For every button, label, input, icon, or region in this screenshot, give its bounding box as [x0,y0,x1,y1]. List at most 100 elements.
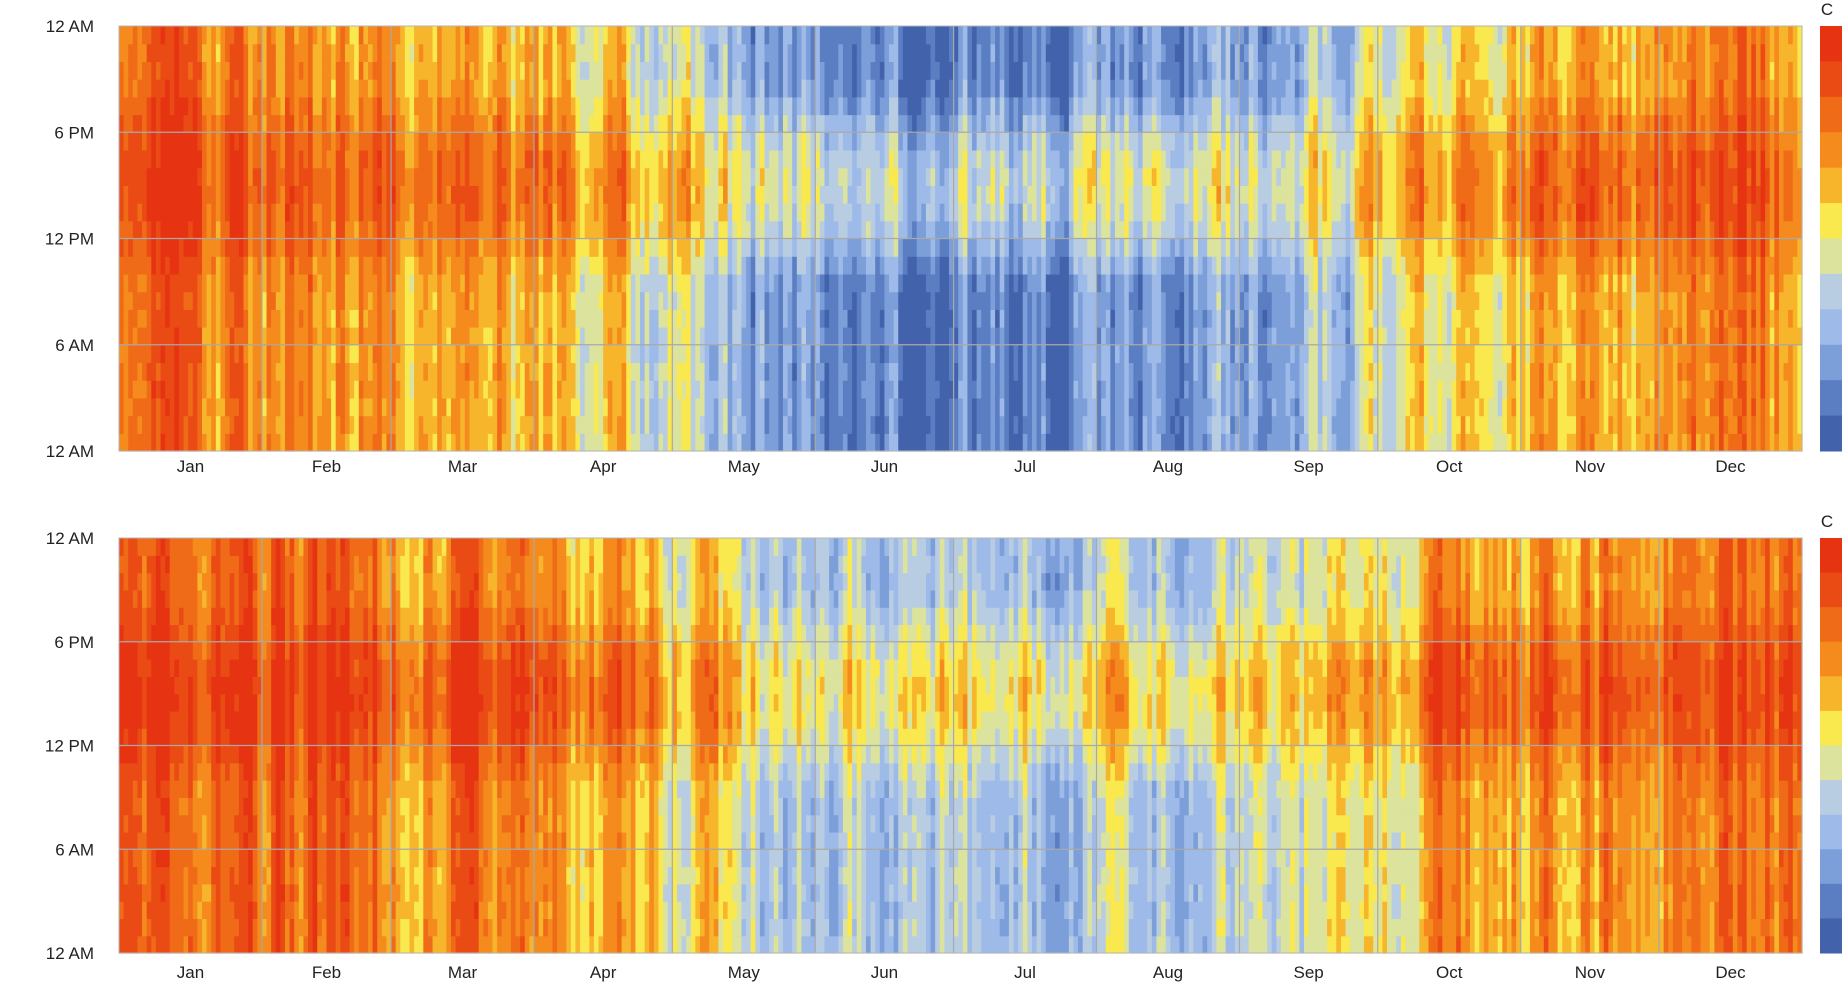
heatmap-cell [570,433,577,452]
heatmap-cell [206,380,212,399]
heatmap-cell [953,149,959,169]
heatmap-cell [686,220,692,240]
heatmap-cell [192,114,198,133]
heatmap-cell [948,149,955,169]
heatmap-cell [902,327,909,346]
heatmap-cell [197,397,203,417]
heatmap-cell [630,79,637,98]
heatmap-cell [123,203,129,222]
heatmap-cell [912,114,918,133]
heatmap-cell [340,149,346,169]
heatmap-cell [815,433,821,452]
heatmap-cell [128,397,134,417]
heatmap-cell [681,344,687,364]
heatmap-cell [275,380,281,399]
heatmap-cell [912,185,918,204]
heatmap-cell [469,220,475,240]
heatmap-cell [460,132,466,151]
heatmap-cell [395,96,401,116]
heatmap-cell [723,220,729,240]
heatmap-cell [469,114,475,133]
heatmap-cell [626,344,632,364]
heatmap-cell [404,185,411,204]
heatmap-cell [727,415,733,434]
heatmap-cell [838,96,844,116]
heatmap-cell [294,362,300,381]
heatmap-cell [183,167,189,186]
heatmap-cell [995,167,1001,186]
heatmap-cell [169,79,175,98]
heatmap-cell [796,397,803,417]
heatmap-cell [621,397,627,417]
heatmap-cell [501,256,507,275]
heatmap-cell [686,149,692,169]
heatmap-cell [497,61,503,80]
heatmap-cell [796,344,803,364]
heatmap-cell [570,203,577,222]
heatmap-cell [782,397,789,417]
heatmap-cell [921,185,927,204]
heatmap-cell [450,362,457,381]
heatmap-cell [1064,344,1070,364]
heatmap-cell [667,185,673,204]
heatmap-cell [492,362,498,381]
heatmap-cell [690,397,696,417]
heatmap-cell [939,309,945,328]
heatmap-cell [842,132,849,151]
heatmap-cell [976,309,982,328]
heatmap-cell [469,132,475,151]
heatmap-cell [183,26,189,45]
heatmap-cell [695,433,701,452]
heatmap-cell [510,344,517,364]
heatmap-cell [197,167,203,186]
heatmap-cell [930,238,936,257]
heatmap-cell [192,26,198,45]
heatmap-cell [621,132,627,151]
heatmap-cell [948,185,955,204]
heatmap-cell [1068,26,1075,45]
heatmap-cell [746,380,752,399]
heatmap-cell [672,26,678,45]
heatmap-cell [893,43,899,63]
heatmap-cell [930,362,936,381]
heatmap-cell [736,433,743,452]
heatmap-cell [833,96,839,116]
heatmap-cell [132,291,139,310]
heatmap-cell [142,433,148,452]
heatmap-cell [580,61,586,80]
heatmap-cell [829,362,835,381]
heatmap-cell [280,309,286,328]
heatmap-cell [308,415,314,434]
heatmap-cell [469,327,475,346]
heatmap-cell [386,256,392,275]
heatmap-cell [423,114,429,133]
heatmap-cell [976,203,982,222]
heatmap-cell [935,291,941,310]
heatmap-cell [884,256,890,275]
heatmap-cell [188,79,194,98]
heatmap-cell [773,291,779,310]
heatmap-cell [958,79,964,98]
heatmap-cell [483,397,489,417]
heatmap-cell [723,79,729,98]
heatmap-cell [746,185,752,204]
heatmap-cell [676,273,683,293]
heatmap-cell [533,415,540,434]
heatmap-cell [704,203,710,222]
heatmap-cell [335,362,341,381]
heatmap-cell [561,415,567,434]
heatmap-cell [243,309,249,328]
heatmap-cell [925,380,932,399]
heatmap-cell [271,273,277,293]
heatmap-cell [391,79,397,98]
heatmap-cell [704,185,710,204]
heatmap-cell [160,43,166,63]
heatmap-cell [635,220,641,240]
heatmap-cell [386,344,392,364]
heatmap-cell [492,61,498,80]
heatmap-cell [921,273,927,293]
heatmap-cell [464,415,471,434]
heatmap-cell [450,309,457,328]
heatmap-cell [575,220,581,240]
heatmap-cell [1064,185,1070,204]
